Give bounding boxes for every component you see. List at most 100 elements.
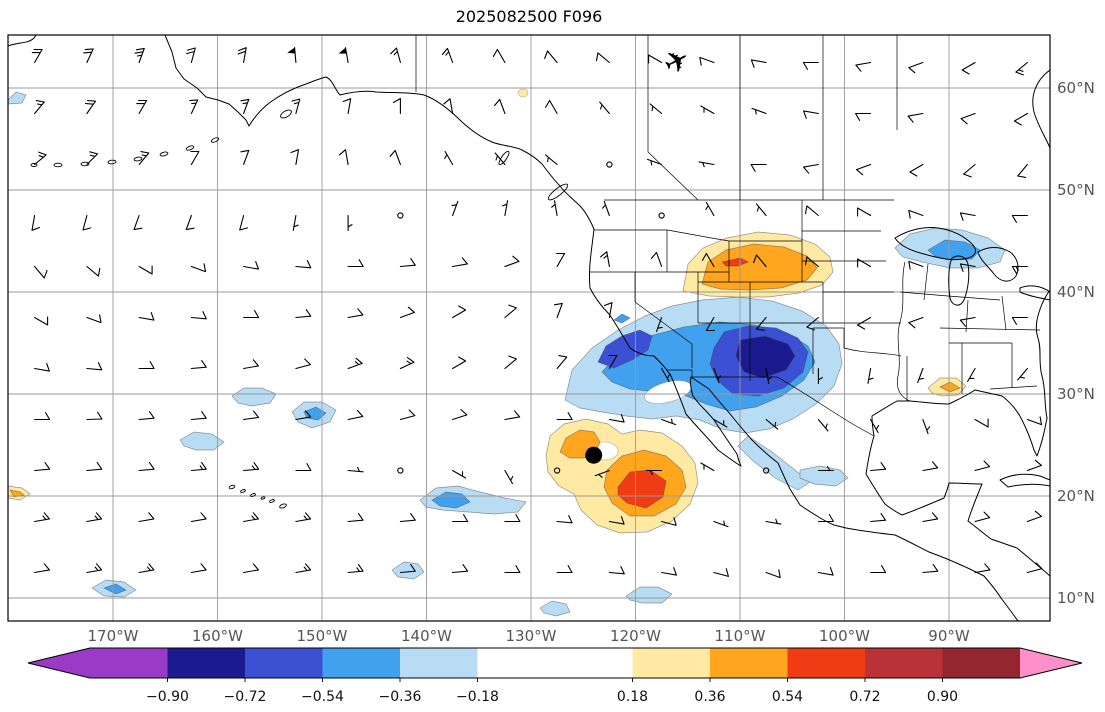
- wind-barb: [399, 564, 416, 574]
- coastline-cuba: [999, 473, 1050, 488]
- wind-barb: [551, 200, 558, 217]
- wind-barb-layer: [31, 47, 1043, 579]
- wind-barb: [857, 316, 872, 330]
- wind-barb: [556, 565, 573, 574]
- wind-barb: [959, 316, 976, 327]
- wind-barb: [855, 61, 872, 72]
- wind-barb: [338, 149, 349, 166]
- wind-barb: [870, 565, 887, 574]
- wind-barb: [553, 302, 563, 319]
- wind-barb: [243, 359, 259, 370]
- wind-barb: [1026, 459, 1043, 472]
- wind-barb: [713, 520, 729, 528]
- wind-barb: [504, 304, 517, 319]
- colorbar-tick-label: −0.36: [379, 689, 422, 705]
- wind-barb: [817, 514, 834, 523]
- colorbar: −0.90 −0.72 −0.54 −0.36 −0.18 0.18 0.36 0.54 0.7…: [27, 647, 1083, 705]
- wind-barb: [452, 305, 467, 319]
- lon-tick-label: 100°W: [819, 627, 870, 645]
- wind-barb: [908, 260, 924, 270]
- wind-barb: [661, 517, 677, 526]
- wind-barb: [817, 567, 834, 576]
- wind-barb: [705, 316, 715, 332]
- wind-barb: [31, 48, 43, 64]
- lake-erie: [1019, 285, 1050, 301]
- wind-barb: [190, 563, 207, 574]
- wind-barb: [84, 99, 97, 115]
- wind-barb: [138, 361, 155, 370]
- wind-barb: [545, 154, 558, 166]
- wind-barb: [650, 251, 663, 268]
- wind-barb: [452, 257, 468, 268]
- wind-barb: [974, 460, 991, 472]
- wind-barb: [599, 101, 610, 115]
- wind-barb: [399, 513, 416, 523]
- longitude-axis-labels: 170°W 160°W 150°W 140°W 130°W 120°W 110°W 100°W…: [88, 627, 970, 645]
- wind-barb: [295, 358, 311, 370]
- anomaly-lakes-neg-core: [927, 239, 981, 261]
- lake-michigan: [948, 255, 970, 306]
- wind-barb: [186, 47, 196, 64]
- wind-barb: [909, 163, 924, 177]
- haida-gwaii-island: [498, 150, 510, 166]
- wind-barb: [1015, 61, 1028, 76]
- wind-barb: [494, 152, 506, 166]
- lon-tick-label: 130°W: [506, 627, 557, 645]
- wind-barb: [243, 261, 259, 270]
- anomaly-south-pos-red: [617, 469, 667, 509]
- wind-barb: [31, 214, 41, 231]
- wind-barb: [974, 511, 991, 523]
- anomaly-ak-pos-dot: [517, 88, 529, 98]
- wind-barb: [608, 516, 625, 525]
- wind-barb: [295, 410, 312, 421]
- coastline-florida: [974, 389, 1048, 457]
- wind-barb: [595, 52, 610, 64]
- wind-barb: [399, 258, 416, 268]
- wind-barb: [86, 362, 103, 371]
- wind-barb: [347, 466, 364, 473]
- anomaly-pac-neg-6-core: [103, 583, 127, 595]
- wind-barb: [344, 47, 349, 64]
- wind-barb: [1026, 510, 1043, 523]
- wind-barb: [713, 568, 729, 577]
- wind-barb: [441, 47, 454, 64]
- wind-barb: [1026, 416, 1043, 426]
- anomaly-sw-neg-navy: [735, 335, 796, 379]
- wind-barb: [917, 367, 924, 384]
- wind-barb: [136, 99, 148, 115]
- colorbar-left-arrow: [28, 648, 90, 678]
- wind-barb: [240, 149, 250, 166]
- wind-barb: [817, 466, 834, 472]
- colorbar-tick-label: −0.54: [301, 689, 344, 705]
- wind-barb: [870, 513, 887, 523]
- anomaly-contour-layer: [8, 88, 1006, 617]
- wind-barb: [960, 112, 976, 125]
- wind-barb: [190, 263, 207, 273]
- wind-barb: [243, 410, 260, 421]
- colorbar-segment: [710, 648, 788, 678]
- wind-barb: [855, 163, 872, 176]
- colorbar-tick-label: −0.18: [456, 689, 499, 705]
- lat-tick-label: 20°N: [1057, 487, 1095, 505]
- wind-barb: [648, 54, 663, 64]
- wind-barb: [556, 515, 573, 524]
- wind-barb: [82, 214, 92, 231]
- anomaly-pac-neg-9: [8, 91, 27, 105]
- wind-barb: [190, 360, 207, 370]
- wind-barb: [83, 48, 94, 64]
- wind-barb: [959, 212, 976, 221]
- wind-barb: [34, 363, 50, 372]
- wind-barb: [34, 316, 49, 326]
- wind-barb: [765, 367, 773, 384]
- anomaly-pac-neg-8: [539, 600, 571, 617]
- wind-barb: [138, 411, 155, 421]
- wind-barb: [347, 513, 364, 523]
- wind-barb: [804, 205, 819, 217]
- wind-barb: [855, 112, 872, 121]
- colorbar-segment: [400, 648, 478, 678]
- wind-barb: [504, 469, 514, 485]
- wind-barb: [765, 569, 781, 579]
- colorbar-segment: [167, 648, 245, 678]
- lat-tick-label: 40°N: [1057, 283, 1095, 301]
